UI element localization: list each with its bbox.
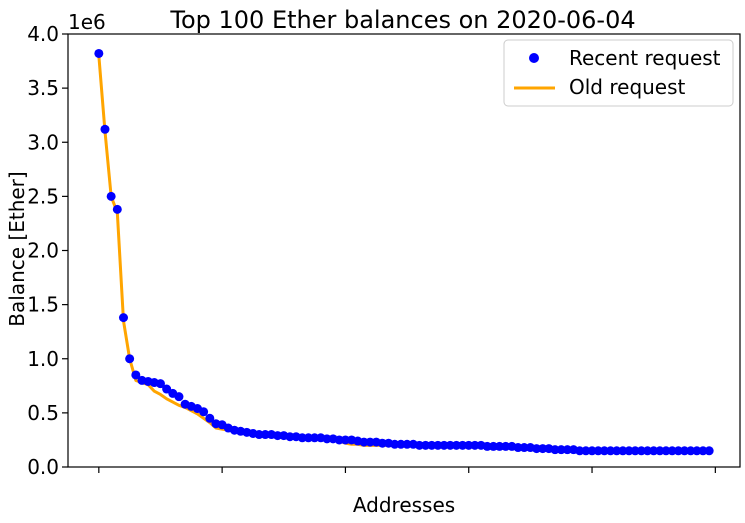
recent-request-point [377, 438, 387, 448]
recent-request-point [482, 441, 492, 451]
recent-request-point [667, 446, 677, 456]
recent-request-point [673, 446, 683, 456]
recent-request-point [593, 446, 603, 456]
recent-request-point [94, 48, 104, 58]
recent-request-point [587, 446, 597, 456]
recent-request-point [451, 440, 461, 450]
recent-request-point [680, 446, 690, 456]
legend-box [503, 39, 734, 107]
recent-request-point [260, 430, 270, 440]
recent-request-point [692, 446, 702, 456]
recent-request-point [599, 446, 609, 456]
recent-request-point [704, 446, 714, 456]
legend: Recent request Old request [503, 39, 734, 107]
recent-request-point [396, 439, 406, 449]
recent-request-point [112, 204, 122, 214]
recent-request-point [562, 445, 572, 455]
recent-request-point [334, 435, 344, 445]
legend-label-old: Old request [569, 75, 686, 99]
y-tick-label: 4.0 [27, 22, 59, 46]
recent-request-point [581, 446, 591, 456]
recent-request-point [421, 440, 431, 450]
recent-request-point [519, 443, 529, 453]
recent-request-point [439, 440, 449, 450]
recent-request-point [470, 440, 480, 450]
recent-request-point [125, 354, 135, 364]
recent-request-point [686, 446, 696, 456]
recent-request-series [94, 48, 714, 456]
recent-request-point [556, 445, 566, 455]
y-axis-label: Balance [Ether] [5, 171, 29, 326]
recent-request-point [698, 446, 708, 456]
recent-request-point [501, 441, 511, 451]
recent-request-point [273, 431, 283, 441]
recent-request-point [575, 446, 585, 456]
recent-request-point [340, 435, 350, 445]
recent-request-point [365, 437, 375, 447]
legend-label-recent: Recent request [569, 46, 721, 70]
recent-request-point [414, 440, 424, 450]
y-tick-label: 1.0 [27, 347, 59, 371]
recent-request-point [649, 446, 659, 456]
recent-request-point [513, 443, 523, 453]
recent-request-point [205, 413, 215, 423]
recent-request-point [174, 392, 184, 402]
recent-request-point [550, 445, 560, 455]
recent-request-point [131, 370, 141, 380]
x-axis-ticks [98, 467, 716, 473]
recent-request-point [199, 407, 209, 417]
recent-request-point [630, 446, 640, 456]
recent-request-point [624, 446, 634, 456]
y-tick-label: 2.0 [27, 239, 59, 263]
recent-request-point [532, 444, 542, 454]
recent-request-point [655, 446, 665, 456]
recent-request-point [495, 441, 505, 451]
recent-request-point [390, 439, 400, 449]
y-tick-label: 0.5 [27, 401, 59, 425]
recent-request-point [155, 379, 165, 389]
recent-request-point [643, 446, 653, 456]
recent-request-point [661, 446, 671, 456]
recent-request-point [636, 446, 646, 456]
recent-request-point [464, 440, 474, 450]
x-axis-label: Addresses [353, 493, 455, 517]
recent-request-point [606, 446, 616, 456]
recent-request-point [118, 313, 128, 323]
recent-request-point [106, 191, 116, 201]
recent-request-point [402, 439, 412, 449]
y-tick-label: 3.0 [27, 130, 59, 154]
recent-request-point [254, 430, 264, 440]
recent-request-point [445, 440, 455, 450]
recent-request-point [100, 124, 110, 134]
y-tick-label: 3.5 [27, 76, 59, 100]
recent-request-point [285, 432, 295, 442]
recent-request-point [297, 433, 307, 443]
plot-frame [67, 33, 741, 468]
y-tick-label: 2.5 [27, 184, 59, 208]
legend-marker-recent [529, 53, 539, 63]
recent-request-point [427, 440, 437, 450]
recent-request-point [618, 446, 628, 456]
y-axis-ticks: 0.0 0.5 1.0 1.5 2.0 2.5 3.0 3.5 4.0 [27, 22, 68, 479]
recent-request-point [488, 441, 498, 451]
recent-request-point [538, 444, 548, 454]
recent-request-point [433, 440, 443, 450]
recent-request-point [310, 433, 320, 443]
recent-request-point [303, 433, 313, 443]
y-scale-label: 1e6 [68, 10, 106, 34]
recent-request-point [458, 440, 468, 450]
chart-title: Top 100 Ether balances on 2020-06-04 [169, 6, 635, 34]
y-tick-label: 1.5 [27, 293, 59, 317]
y-tick-label: 0.0 [27, 455, 59, 479]
recent-request-point [359, 437, 369, 447]
recent-request-point [322, 434, 332, 444]
recent-request-point [612, 446, 622, 456]
